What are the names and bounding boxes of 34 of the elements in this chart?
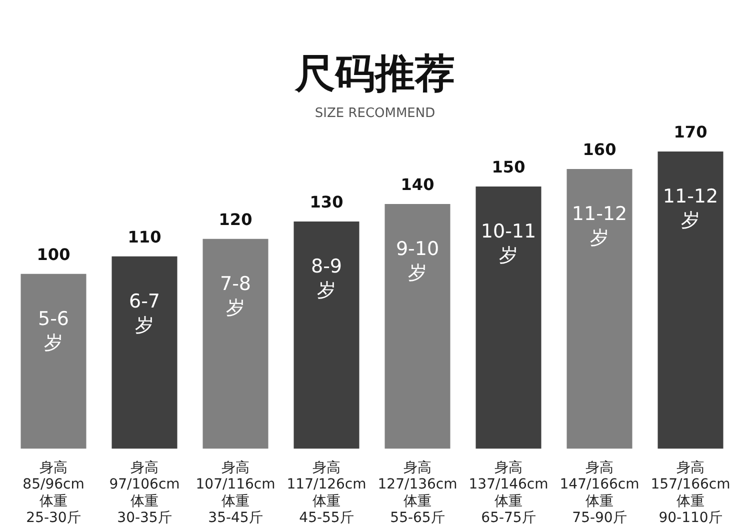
x-tick-label: 身高 85/96cm 体重 25-30斤 — [22, 460, 84, 526]
annotation: 7-8 岁 — [220, 272, 252, 319]
x-tick-label: 身高 137/146cm 体重 65-75斤 — [468, 460, 548, 526]
chart-subtitle: SIZE RECOMMEND — [314, 106, 436, 123]
data-label: 120 — [218, 210, 252, 230]
annotation: 5-6 岁 — [38, 308, 70, 354]
bar — [294, 221, 360, 449]
chart-title: 尺码推荐 — [294, 50, 456, 98]
bar — [20, 274, 86, 449]
x-tick-label: 身高 97/106cm 体重 30-35斤 — [109, 460, 180, 526]
annotation: 10-11 岁 — [480, 220, 536, 266]
bar — [112, 256, 178, 449]
x-tick-label: 身高 157/166cm 体重 90-110斤 — [650, 460, 730, 526]
data-label: 140 — [400, 175, 434, 194]
data-label: 130 — [310, 192, 344, 212]
annotation: 11-12 岁 — [572, 202, 628, 249]
annotation: 8-9 岁 — [310, 255, 342, 302]
annotation: 11-12 岁 — [662, 185, 718, 232]
bar — [202, 238, 268, 449]
x-tick-label: 身高 147/166cm 体重 75-90斤 — [560, 460, 640, 526]
data-label: 160 — [582, 140, 616, 160]
data-label: 110 — [128, 228, 162, 247]
bar — [566, 168, 632, 449]
bar — [476, 186, 542, 449]
bar — [384, 204, 450, 449]
data-label: 170 — [674, 122, 708, 142]
x-tick-label: 身高 117/126cm 体重 45-55斤 — [286, 460, 366, 526]
annotation: 6-7 岁 — [128, 290, 160, 336]
x-tick-label: 身高 127/136cm 体重 55-65斤 — [378, 460, 458, 526]
bar — [658, 151, 724, 449]
annotation: 9-10 岁 — [396, 238, 440, 284]
data-label: 150 — [492, 158, 526, 177]
data-label: 100 — [36, 245, 70, 264]
x-tick-label: 身高 107/116cm 体重 35-45斤 — [196, 460, 276, 526]
